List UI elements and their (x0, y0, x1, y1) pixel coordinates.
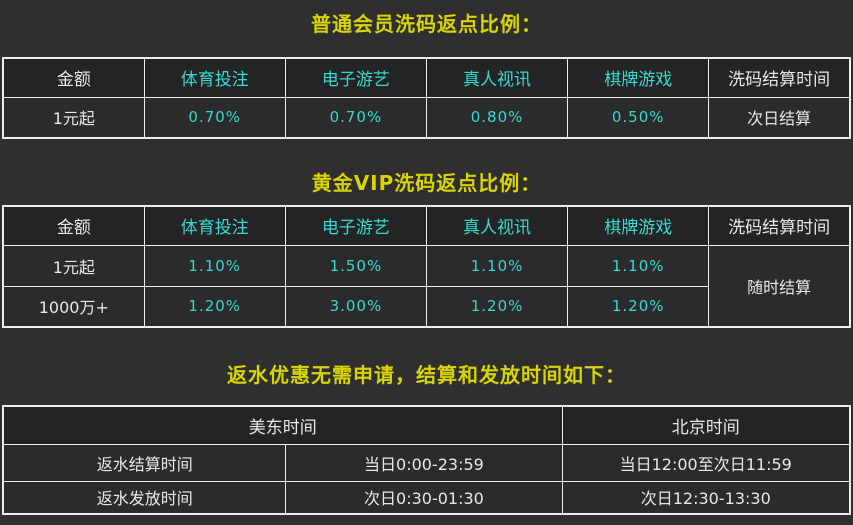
gold-vip-rebate-title: 黄金VIP洗码返点比例： (311, 171, 542, 195)
rate-cell: 1.20% (425, 285, 569, 328)
column-header-boardgames: 棋牌游戏 (567, 57, 710, 98)
table-row: 返水发放时间 次日0:30-01:30 次日12:30-13:30 (2, 480, 851, 515)
column-header-egames: 电子游艺 (284, 205, 427, 246)
amount-cell: 1元起 (2, 244, 145, 287)
table-header-row: 美东时间 北京时间 (2, 405, 851, 445)
regular-member-rebate-title: 普通会员洗码返点比例： (311, 12, 542, 36)
rate-cell: 0.70% (284, 96, 427, 139)
amount-cell: 1元起 (2, 96, 145, 139)
rate-cell: 1.10% (425, 244, 569, 287)
rebate-schedule-title: 返水优惠无需申请，结算和发放时间如下： (227, 363, 626, 387)
rate-cell: 3.00% (284, 285, 427, 328)
column-header-live: 真人视讯 (425, 205, 569, 246)
column-header-amount: 金额 (2, 57, 145, 98)
column-header-egames: 电子游艺 (284, 57, 427, 98)
column-header-beijing-time: 北京时间 (561, 405, 851, 445)
amount-cell: 1000万+ (2, 285, 145, 328)
table-row: 1元起 1.10% 1.50% 1.10% 1.10% 随时结算 (2, 244, 851, 328)
rate-cell: 0.70% (143, 96, 286, 139)
column-header-us-eastern-time: 美东时间 (2, 405, 563, 445)
rate-cell: 1.50% (284, 244, 427, 287)
gold-vip-rebate-table: 金额 体育投注 电子游艺 真人视讯 棋牌游戏 洗码结算时间 1元起 1.10% … (2, 205, 851, 328)
rate-cell: 0.80% (425, 96, 569, 139)
rebate-schedule-table: 美东时间 北京时间 返水结算时间 当日0:00-23:59 当日12:00至次日… (2, 405, 851, 515)
beijing-time-cell: 次日12:30-13:30 (561, 480, 851, 515)
schedule-label-cell: 返水结算时间 (2, 443, 287, 482)
rate-cell: 1.20% (567, 285, 710, 328)
column-header-sports: 体育投注 (143, 57, 286, 98)
us-time-cell: 次日0:30-01:30 (285, 480, 563, 515)
rate-cell: 1.10% (567, 244, 710, 287)
settlement-cell: 次日结算 (708, 96, 851, 139)
table-header-row: 金额 体育投注 电子游艺 真人视讯 棋牌游戏 洗码结算时间 (2, 57, 851, 98)
column-header-settlement-time: 洗码结算时间 (708, 205, 851, 246)
regular-member-rebate-table: 金额 体育投注 电子游艺 真人视讯 棋牌游戏 洗码结算时间 1元起 0.70% … (2, 57, 851, 139)
settlement-cell-merged: 随时结算 (708, 244, 851, 328)
table-row: 1元起 0.70% 0.70% 0.80% 0.50% 次日结算 (2, 96, 851, 139)
table-header-row: 金额 体育投注 电子游艺 真人视讯 棋牌游戏 洗码结算时间 (2, 205, 851, 246)
schedule-label-cell: 返水发放时间 (2, 480, 287, 515)
column-header-boardgames: 棋牌游戏 (567, 205, 710, 246)
rate-cell: 1.20% (143, 285, 286, 328)
column-header-live: 真人视讯 (425, 57, 569, 98)
table-row: 1000万+ 1.20% 3.00% 1.20% 1.20% (2, 285, 850, 328)
column-header-amount: 金额 (2, 205, 145, 246)
beijing-time-cell: 当日12:00至次日11:59 (561, 443, 851, 482)
column-header-sports: 体育投注 (143, 205, 286, 246)
us-time-cell: 当日0:00-23:59 (285, 443, 563, 482)
rate-cell: 1.10% (143, 244, 286, 287)
column-header-settlement-time: 洗码结算时间 (708, 57, 851, 98)
rate-cell: 0.50% (567, 96, 710, 139)
table-row: 返水结算时间 当日0:00-23:59 当日12:00至次日11:59 (2, 443, 851, 482)
